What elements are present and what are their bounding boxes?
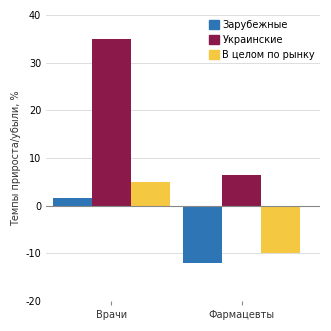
Bar — [222, 175, 261, 206]
Legend: Зарубежные, Украинские, В целом по рынку: Зарубежные, Украинские, В целом по рынку — [209, 20, 315, 60]
Y-axis label: Темпы прироста/убыли, %: Темпы прироста/убыли, % — [11, 90, 21, 226]
Bar — [131, 182, 170, 206]
Bar — [183, 206, 222, 263]
Bar — [92, 39, 131, 206]
Bar — [261, 206, 300, 253]
Bar — [53, 199, 92, 206]
